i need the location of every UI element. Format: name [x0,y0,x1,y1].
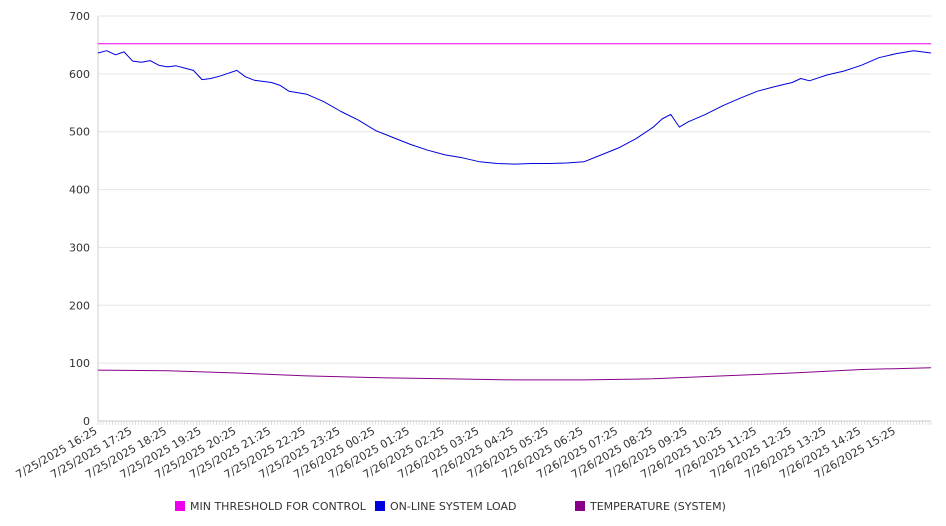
legend-label-min-threshold: MIN THRESHOLD FOR CONTROL [190,499,366,513]
y-tick-label: 100 [69,357,90,370]
axes [97,16,932,425]
legend-swatch-min-threshold [175,501,185,511]
y-tick-label: 600 [69,68,90,81]
legend-label-system-load: ON-LINE SYSTEM LOAD [390,499,517,513]
y-tick-label: 400 [69,184,90,197]
y-tick-label: 700 [69,10,90,23]
legend-swatch-temperature [575,501,585,511]
y-tick-label: 0 [83,415,90,428]
legend-swatch-system-load [375,501,385,511]
series-line-2 [97,50,932,165]
y-tick-label: 200 [69,299,90,312]
legend-item-temperature[interactable]: TEMPERATURE (SYSTEM) [575,498,726,514]
legend-item-system-load[interactable]: ON-LINE SYSTEM LOAD [375,498,516,514]
y-tick-label: 500 [69,126,90,139]
series-line-3 [97,367,932,381]
legend: MIN THRESHOLD FOR CONTROL ON-LINE SYSTEM… [0,498,946,514]
legend-item-min-threshold[interactable]: MIN THRESHOLD FOR CONTROL [175,498,366,514]
legend-label-temperature: TEMPERATURE (SYSTEM) [590,499,726,513]
gridlines [98,15,931,364]
series-lines [97,43,932,381]
y-tick-label: 300 [69,241,90,254]
